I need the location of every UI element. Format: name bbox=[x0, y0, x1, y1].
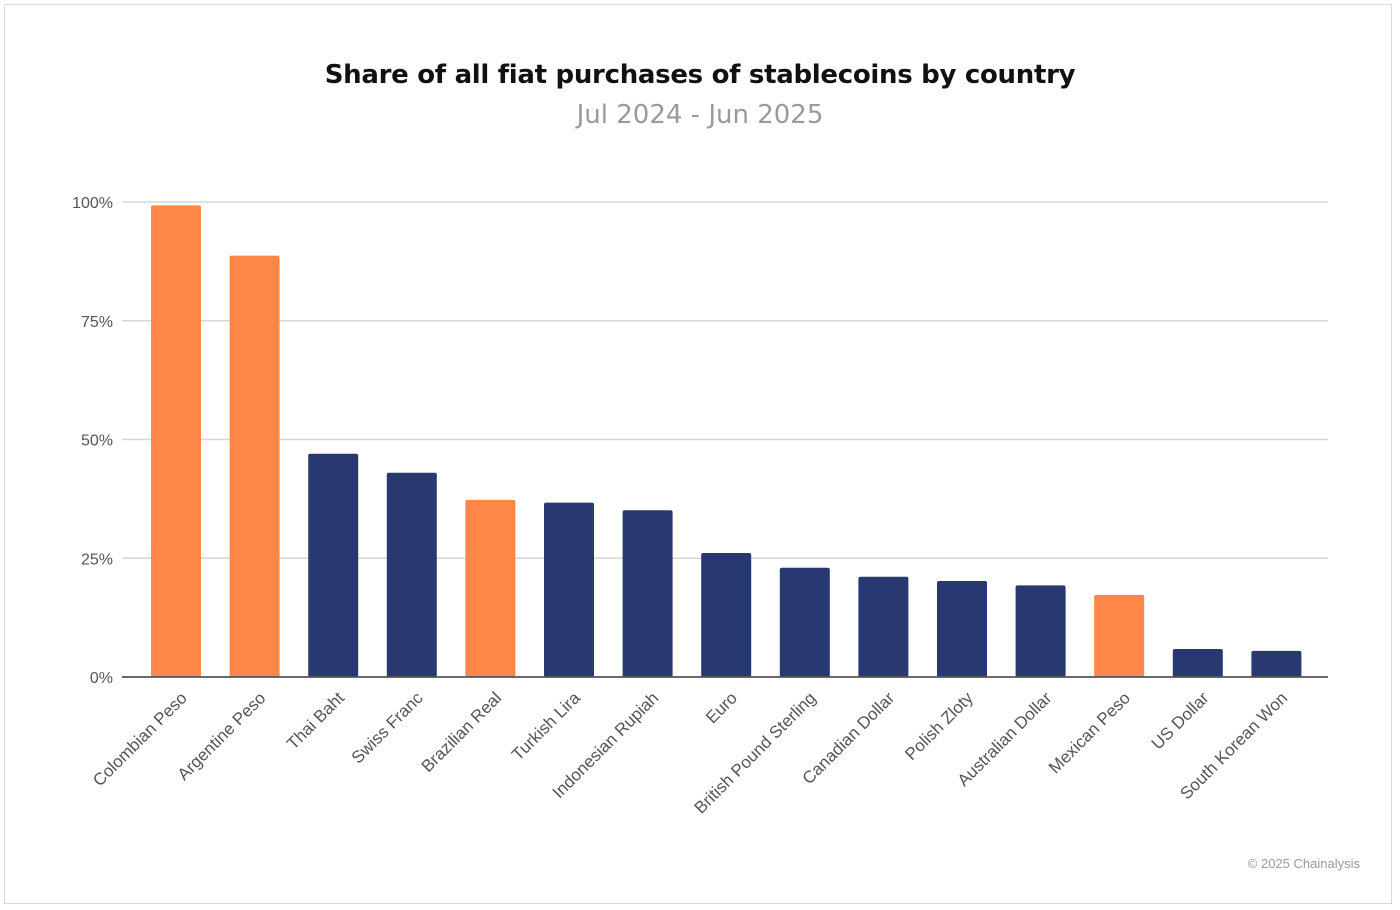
chart-subtitle: Jul 2024 - Jun 2025 bbox=[576, 100, 824, 130]
bar bbox=[308, 453, 359, 677]
y-tick-label: 0% bbox=[90, 670, 113, 687]
x-tick-label: Polish Zloty bbox=[901, 688, 977, 764]
bar bbox=[622, 510, 673, 677]
y-tick-label: 75% bbox=[81, 314, 113, 331]
x-tick-label: Swiss Franc bbox=[348, 688, 427, 767]
y-tick-label: 50% bbox=[81, 433, 113, 450]
bar bbox=[858, 576, 909, 677]
bar bbox=[151, 205, 201, 677]
bar bbox=[229, 255, 280, 678]
bar bbox=[701, 553, 752, 677]
bar bbox=[1015, 585, 1066, 677]
x-tick-label: Mexican Peso bbox=[1045, 688, 1134, 777]
y-tick-label: 100% bbox=[72, 195, 113, 212]
x-tick-label: Turkish Lira bbox=[508, 688, 584, 764]
bar bbox=[386, 472, 437, 677]
bar bbox=[779, 567, 830, 677]
bar bbox=[1094, 594, 1145, 677]
x-tick-label: Colombian Peso bbox=[89, 688, 191, 790]
y-axis-ticks: 0% 25% 50% 75% 100% bbox=[72, 195, 113, 687]
gridlines bbox=[122, 201, 1328, 559]
x-tick-label: US Dollar bbox=[1148, 688, 1213, 753]
copyright-text: © 2025 Chainalysis bbox=[1247, 856, 1360, 871]
x-tick-label: Euro bbox=[702, 688, 741, 727]
bar bbox=[1251, 650, 1302, 677]
x-tick-label: Thai Baht bbox=[283, 688, 348, 753]
y-tick-label: 25% bbox=[81, 551, 113, 568]
bar bbox=[465, 499, 516, 677]
bars bbox=[151, 205, 1302, 678]
bar bbox=[937, 581, 987, 677]
chart-title: Share of all fiat purchases of stablecoi… bbox=[324, 60, 1076, 90]
bar bbox=[1172, 648, 1223, 677]
x-tick-label: Brazilian Real bbox=[418, 688, 506, 776]
bar bbox=[544, 502, 594, 677]
